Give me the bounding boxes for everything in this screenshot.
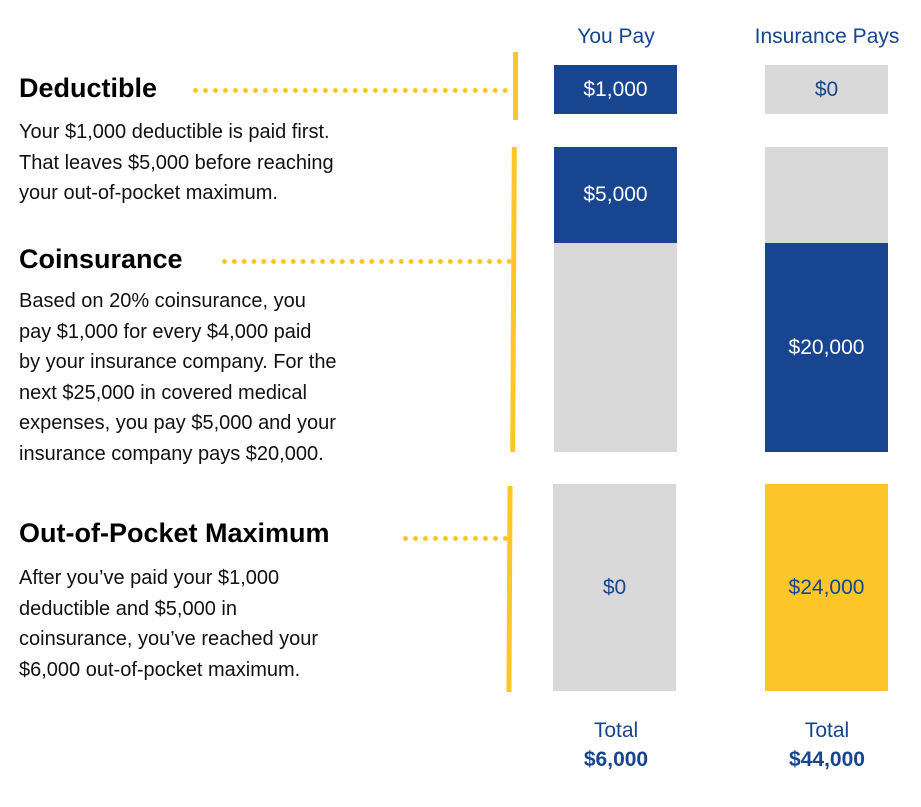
column-header-you-pay: You Pay <box>577 25 655 48</box>
oop-you-pay-bar: $0 <box>553 484 676 691</box>
coinsurance-insurance-remainder <box>765 147 888 243</box>
deductible-connector <box>193 88 508 93</box>
coinsurance-description: Based on 20% coinsurance, you pay $1,000… <box>19 290 337 465</box>
coinsurance-connector <box>222 259 512 264</box>
insurance-total-label: Total <box>804 719 850 742</box>
oop-max-connector <box>403 536 508 541</box>
insurance-total-value: $44,000 <box>789 748 865 771</box>
deductible-insurance-bar: $0 <box>765 65 888 114</box>
oop-max-bracket <box>506 485 513 693</box>
coinsurance-you-pay-remainder <box>554 243 677 452</box>
deductible-description: Your $1,000 deductible is paid first. Th… <box>19 121 334 204</box>
oop-max-description: After you’ve paid your $1,000 deductible… <box>19 567 319 681</box>
deductible-you-pay-bar: $1,000 <box>554 65 677 114</box>
deductible-heading: Deductible <box>19 73 158 103</box>
oop-max-heading: Out-of-Pocket Maximum <box>19 518 330 548</box>
oop-insurance-bar: $24,000 <box>765 484 888 691</box>
deductible-bracket <box>513 52 518 120</box>
coinsurance-you-pay-bar: $5,000 <box>554 147 677 243</box>
you-pay-total-label: Total <box>593 719 639 742</box>
column-header-insurance-pays: Insurance Pays <box>754 25 900 48</box>
coinsurance-bracket <box>510 146 517 453</box>
you-pay-total-value: $6,000 <box>583 748 649 771</box>
coinsurance-heading: Coinsurance <box>19 244 183 274</box>
coinsurance-insurance-bar: $20,000 <box>765 243 888 452</box>
